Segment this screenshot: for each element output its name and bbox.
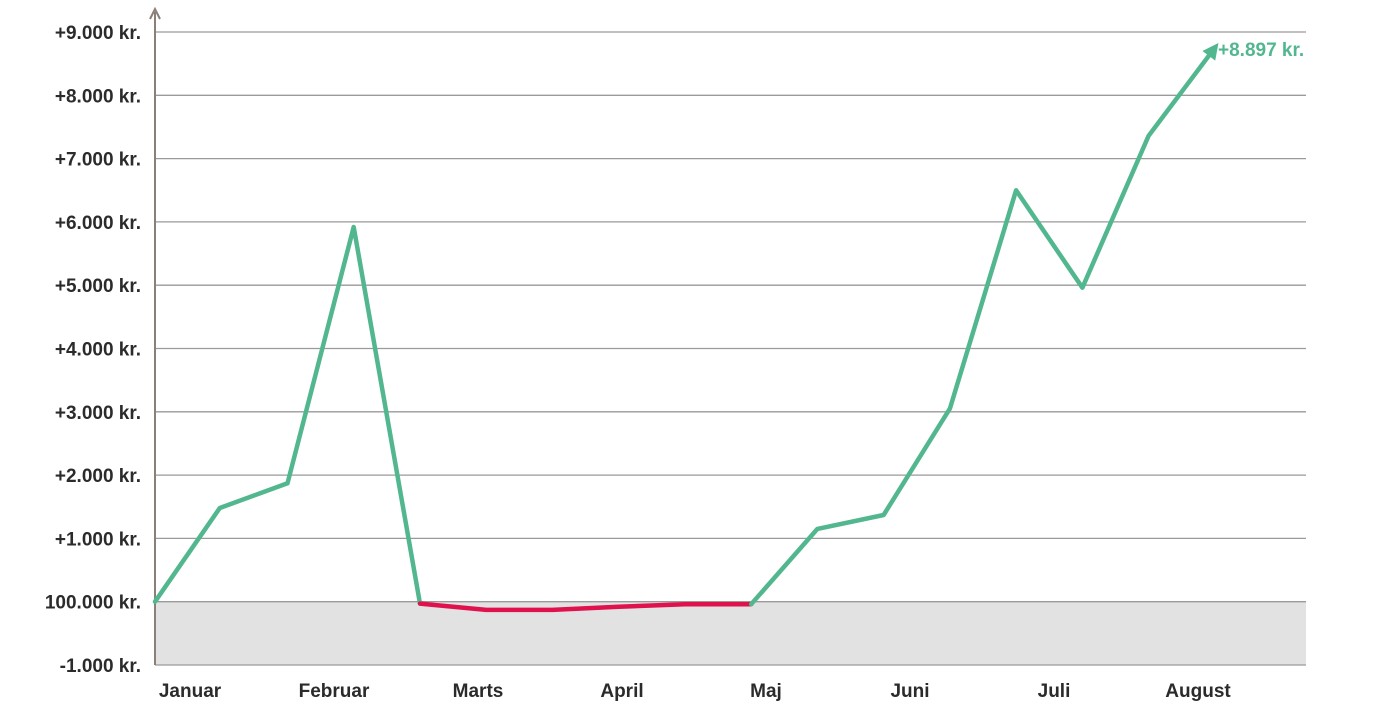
x-tick-label: Januar [159,681,222,702]
series-line-recovery [748,45,1218,607]
below-zero-band [155,601,1306,665]
y-tick-label: +6.000 kr. [55,213,141,234]
x-tick-label: August [1165,681,1231,702]
y-tick-label: -1.000 kr. [60,656,141,677]
y-tick-label: +5.000 kr. [55,276,141,297]
y-tick-label: +3.000 kr. [55,403,141,424]
y-tick-label: +8.000 kr. [55,86,141,107]
x-tick-label: Februar [299,681,370,702]
x-tick-label: Maj [750,681,782,702]
series-line-dip [417,601,754,613]
y-tick-label: 100.000 kr. [45,593,141,614]
x-tick-label: Juni [890,681,929,702]
series-line-rise [152,224,423,606]
y-tick-label: +9.000 kr. [55,23,141,44]
y-tick-label: +7.000 kr. [55,150,141,171]
series-end-arrow-icon [1202,43,1219,61]
y-tick-label: +4.000 kr. [55,340,141,361]
end-value-label: +8.897 kr. [1218,40,1304,61]
y-axis-arrow-icon [149,6,161,20]
x-tick-label: Juli [1038,681,1071,702]
y-tick-label: +1.000 kr. [55,529,141,550]
y-tick-label: +2.000 kr. [55,466,141,487]
x-tick-label: Marts [453,681,504,702]
x-tick-label: April [600,681,643,702]
